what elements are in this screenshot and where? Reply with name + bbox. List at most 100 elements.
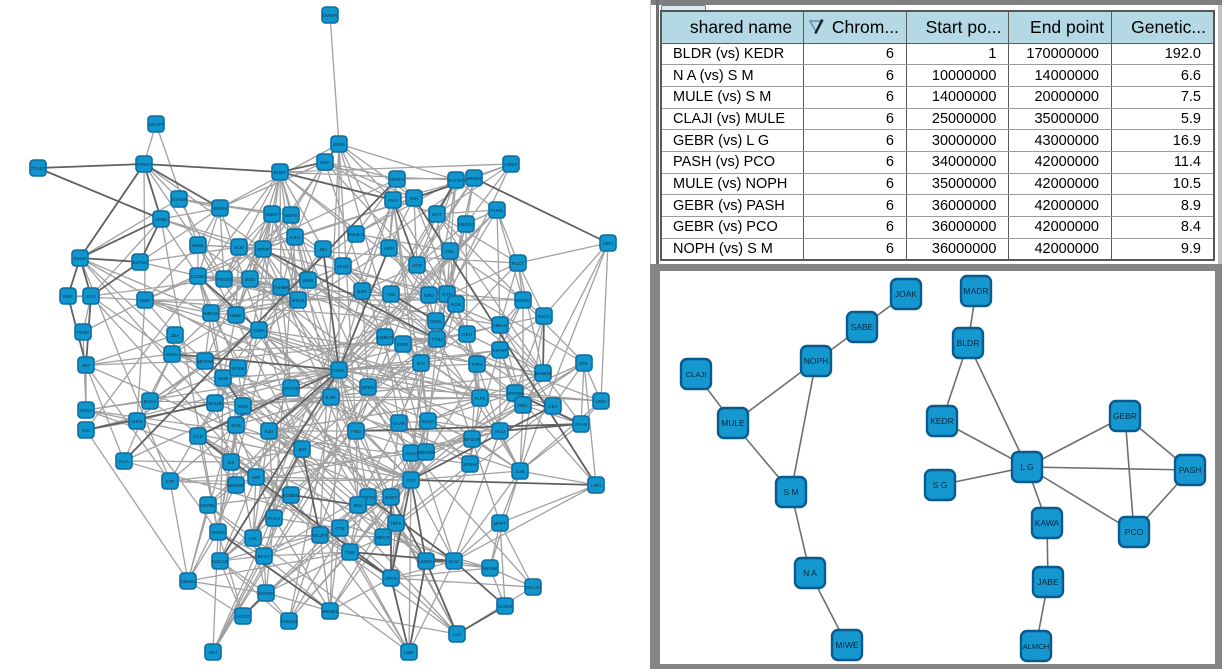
svg-text:IKJT: IKJT (432, 212, 442, 217)
svg-text:DPKG: DPKG (361, 385, 374, 390)
svg-text:PKH: PKH (388, 198, 397, 203)
svg-text:CLAJI: CLAJI (686, 370, 707, 379)
svg-text:LMO: LMO (591, 483, 601, 488)
svg-text:WEMKL: WEMKL (322, 609, 339, 614)
svg-text:COLCS: COLCS (212, 559, 228, 564)
svg-text:OSNS: OSNS (79, 408, 92, 413)
svg-text:HHOL: HHOL (131, 419, 144, 424)
svg-text:KEDR: KEDR (930, 416, 954, 426)
svg-text:WGJK: WGJK (291, 298, 305, 303)
svg-text:BLDR: BLDR (957, 338, 980, 348)
svg-text:UCR: UCR (412, 263, 423, 268)
svg-text:BSR: BSR (357, 289, 367, 294)
svg-text:SGB: SGB (231, 423, 241, 428)
svg-text:PHHJ: PHHJ (268, 516, 280, 521)
svg-text:BOUB: BOUB (208, 401, 221, 406)
svg-text:THPS: THPS (471, 362, 483, 367)
svg-text:OWIFA: OWIFA (390, 177, 406, 182)
svg-text:LIDE: LIDE (404, 650, 414, 655)
svg-text:OWSR: OWSR (323, 13, 338, 18)
svg-text:SJHJ: SJHJ (290, 235, 301, 240)
svg-text:BMO: BMO (238, 404, 249, 409)
svg-text:JNF: JNF (82, 363, 91, 368)
svg-text:N A: N A (803, 568, 817, 578)
svg-text:SREM: SREM (211, 530, 224, 535)
svg-text:RLCT: RLCT (512, 261, 524, 266)
svg-text:MKAW: MKAW (483, 566, 498, 571)
svg-text:GBIMU: GBIMU (180, 579, 195, 584)
svg-text:FLFE: FLFE (474, 396, 485, 401)
svg-text:TSE: TSE (387, 292, 396, 297)
svg-text:NSPBL: NSPBL (200, 503, 216, 508)
svg-text:BHGT: BHGT (385, 495, 398, 500)
svg-text:RBC: RBC (518, 403, 528, 408)
svg-text:EHAA: EHAA (144, 399, 157, 404)
svg-text:MADR: MADR (963, 286, 988, 296)
svg-text:GCD: GCD (193, 434, 204, 439)
svg-text:GTE: GTE (335, 526, 344, 531)
svg-text:WKTD: WKTD (361, 495, 375, 500)
svg-text:MRKNN: MRKNN (228, 483, 245, 488)
svg-text:HEP: HEP (384, 246, 393, 251)
svg-text:GTP: GTP (442, 292, 451, 297)
svg-text:JBJ: JBJ (319, 247, 327, 252)
svg-text:THHBR: THHBR (273, 285, 290, 290)
svg-text:EHBT: EHBT (274, 170, 286, 175)
svg-text:OSWL: OSWL (332, 368, 346, 373)
svg-text:FRWU: FRWU (137, 162, 151, 167)
svg-text:HBDOJ: HBDOJ (458, 222, 474, 227)
svg-text:BANEW: BANEW (535, 371, 553, 376)
svg-text:UPBE: UPBE (155, 217, 168, 222)
svg-text:ERNO: ERNO (516, 298, 530, 303)
svg-text:L G: L G (1020, 462, 1033, 472)
svg-text:MCUJH: MCUJH (525, 585, 541, 590)
svg-text:HSBF: HSBF (230, 313, 242, 318)
svg-text:PASH: PASH (1179, 465, 1202, 475)
svg-text:EROI: EROI (333, 142, 344, 147)
svg-text:MNFT: MNFT (494, 521, 507, 526)
svg-text:PCO: PCO (1125, 527, 1144, 537)
svg-text:GPKP: GPKP (257, 247, 270, 252)
svg-text:SPFSW: SPFSW (507, 391, 524, 396)
svg-text:IBCI: IBCI (354, 503, 363, 508)
svg-text:MECR: MECR (376, 535, 390, 540)
svg-text:SABE: SABE (851, 322, 874, 332)
svg-text:SIJD: SIJD (234, 245, 245, 250)
svg-text:KUU: KUU (449, 559, 459, 564)
svg-text:CAJ: CAJ (453, 632, 462, 637)
svg-text:MCJFT: MCJFT (312, 533, 327, 538)
svg-text:SPBW: SPBW (463, 462, 477, 467)
svg-text:SMML: SMML (191, 243, 205, 248)
svg-text:CSBCP: CSBCP (377, 335, 393, 340)
svg-text:PAAS: PAAS (575, 422, 587, 427)
svg-text:JER: JER (298, 447, 307, 452)
svg-text:TBFK: TBFK (390, 521, 403, 526)
svg-text:KRO: KRO (424, 293, 434, 298)
svg-text:FNO: FNO (351, 429, 361, 434)
svg-text:FBMP: FBMP (77, 330, 90, 335)
svg-text:MULE: MULE (721, 418, 745, 428)
svg-text:EOBSN: EOBSN (283, 493, 299, 498)
svg-text:DGAOK: DGAOK (171, 197, 189, 202)
svg-text:ROB: ROB (451, 302, 461, 307)
svg-text:FCP: FCP (406, 478, 415, 483)
svg-text:RJH: RJH (265, 429, 274, 434)
svg-text:ENGN: ENGN (213, 206, 226, 211)
svg-text:NJI: NJI (228, 460, 235, 465)
svg-text:MIWE: MIWE (835, 640, 858, 650)
svg-text:S M: S M (783, 487, 798, 497)
svg-text:WBCW: WBCW (203, 311, 219, 316)
svg-text:S G: S G (933, 480, 948, 490)
svg-text:STF: STF (166, 479, 175, 484)
svg-text:CEA: CEA (548, 404, 558, 409)
svg-text:GKH: GKH (462, 332, 472, 337)
svg-text:KIPWP: KIPWP (493, 348, 508, 353)
svg-text:ILIM: ILIM (516, 469, 525, 474)
svg-text:NFDDR: NFDDR (464, 437, 481, 442)
svg-text:BCGT: BCGT (258, 554, 271, 559)
svg-text:TTHBT: TTHBT (31, 166, 46, 171)
svg-text:GSKP: GSKP (266, 212, 279, 217)
svg-text:MRJ: MRJ (603, 241, 612, 246)
svg-text:NAAR: NAAR (393, 421, 406, 426)
svg-text:SKJ: SKJ (209, 650, 217, 655)
